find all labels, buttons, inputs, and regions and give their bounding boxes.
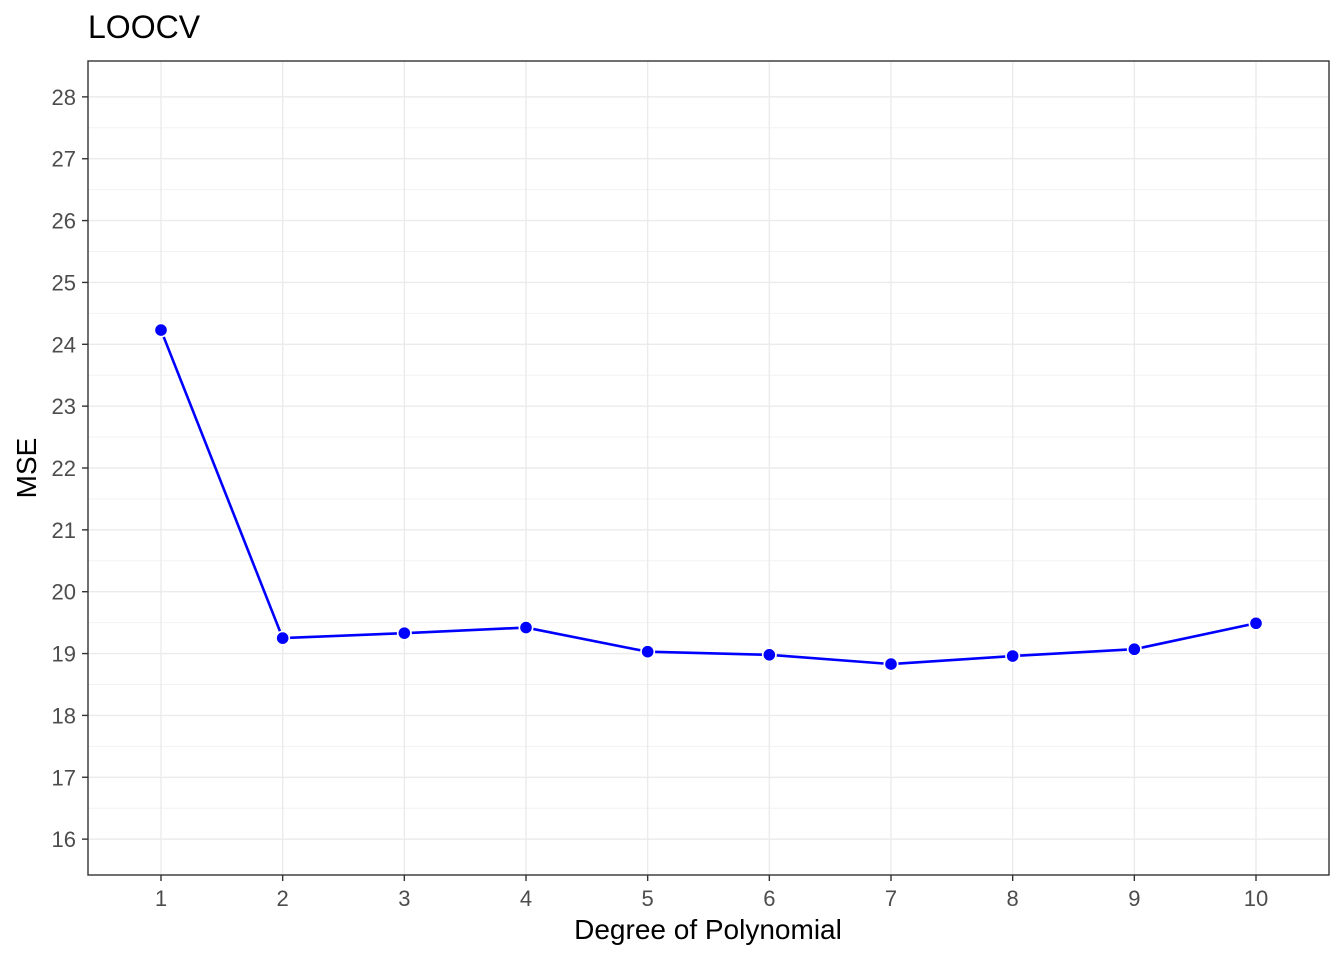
major-gridlines: [88, 61, 1329, 875]
data-point: [520, 621, 532, 634]
x-tick-label: 4: [520, 886, 532, 911]
x-tick-label: 7: [885, 886, 897, 911]
series-layer: [153, 322, 1264, 672]
data-point: [1250, 617, 1262, 630]
y-tick-label: 16: [52, 827, 76, 852]
x-tick-label: 1: [155, 886, 167, 911]
data-point: [763, 648, 776, 661]
data-point: [276, 632, 289, 644]
data-point: [1006, 650, 1019, 662]
x-tick-label: 6: [763, 886, 775, 911]
y-tick-label: 28: [52, 85, 76, 110]
y-tick-label: 26: [52, 209, 76, 234]
y-axis: 16 17 18 19 20 21 22 23 24 25 26 27 28: [52, 85, 88, 852]
x-tick-label: 8: [1007, 886, 1019, 911]
data-point: [885, 658, 897, 670]
data-point: [641, 645, 654, 658]
data-point: [398, 627, 411, 639]
x-tick-label: 5: [642, 886, 654, 911]
x-axis: 1 2 3 4 5 6 7 8 9 10: [155, 875, 1268, 911]
y-axis-title: MSE: [11, 438, 42, 499]
data-point: [1128, 643, 1141, 656]
chart-title: LOOCV: [88, 9, 201, 45]
y-tick-label: 27: [52, 147, 76, 172]
x-tick-label: 10: [1244, 886, 1268, 911]
x-tick-label: 9: [1128, 886, 1140, 911]
data-point: [155, 324, 167, 336]
minor-gridlines: [88, 127, 1329, 809]
y-tick-label: 19: [52, 642, 76, 667]
x-tick-label: 2: [277, 886, 289, 911]
mse-series-line: [159, 329, 1257, 666]
y-tick-label: 21: [52, 518, 76, 543]
x-tick-label: 3: [398, 886, 410, 911]
x-axis-title: Degree of Polynomial: [574, 914, 842, 945]
y-tick-label: 24: [52, 332, 76, 357]
y-tick-label: 17: [52, 765, 76, 790]
y-tick-label: 23: [52, 394, 76, 419]
y-tick-label: 18: [52, 703, 76, 728]
y-tick-label: 25: [52, 270, 76, 295]
y-tick-label: 20: [52, 580, 76, 605]
y-tick-label: 22: [52, 456, 76, 481]
